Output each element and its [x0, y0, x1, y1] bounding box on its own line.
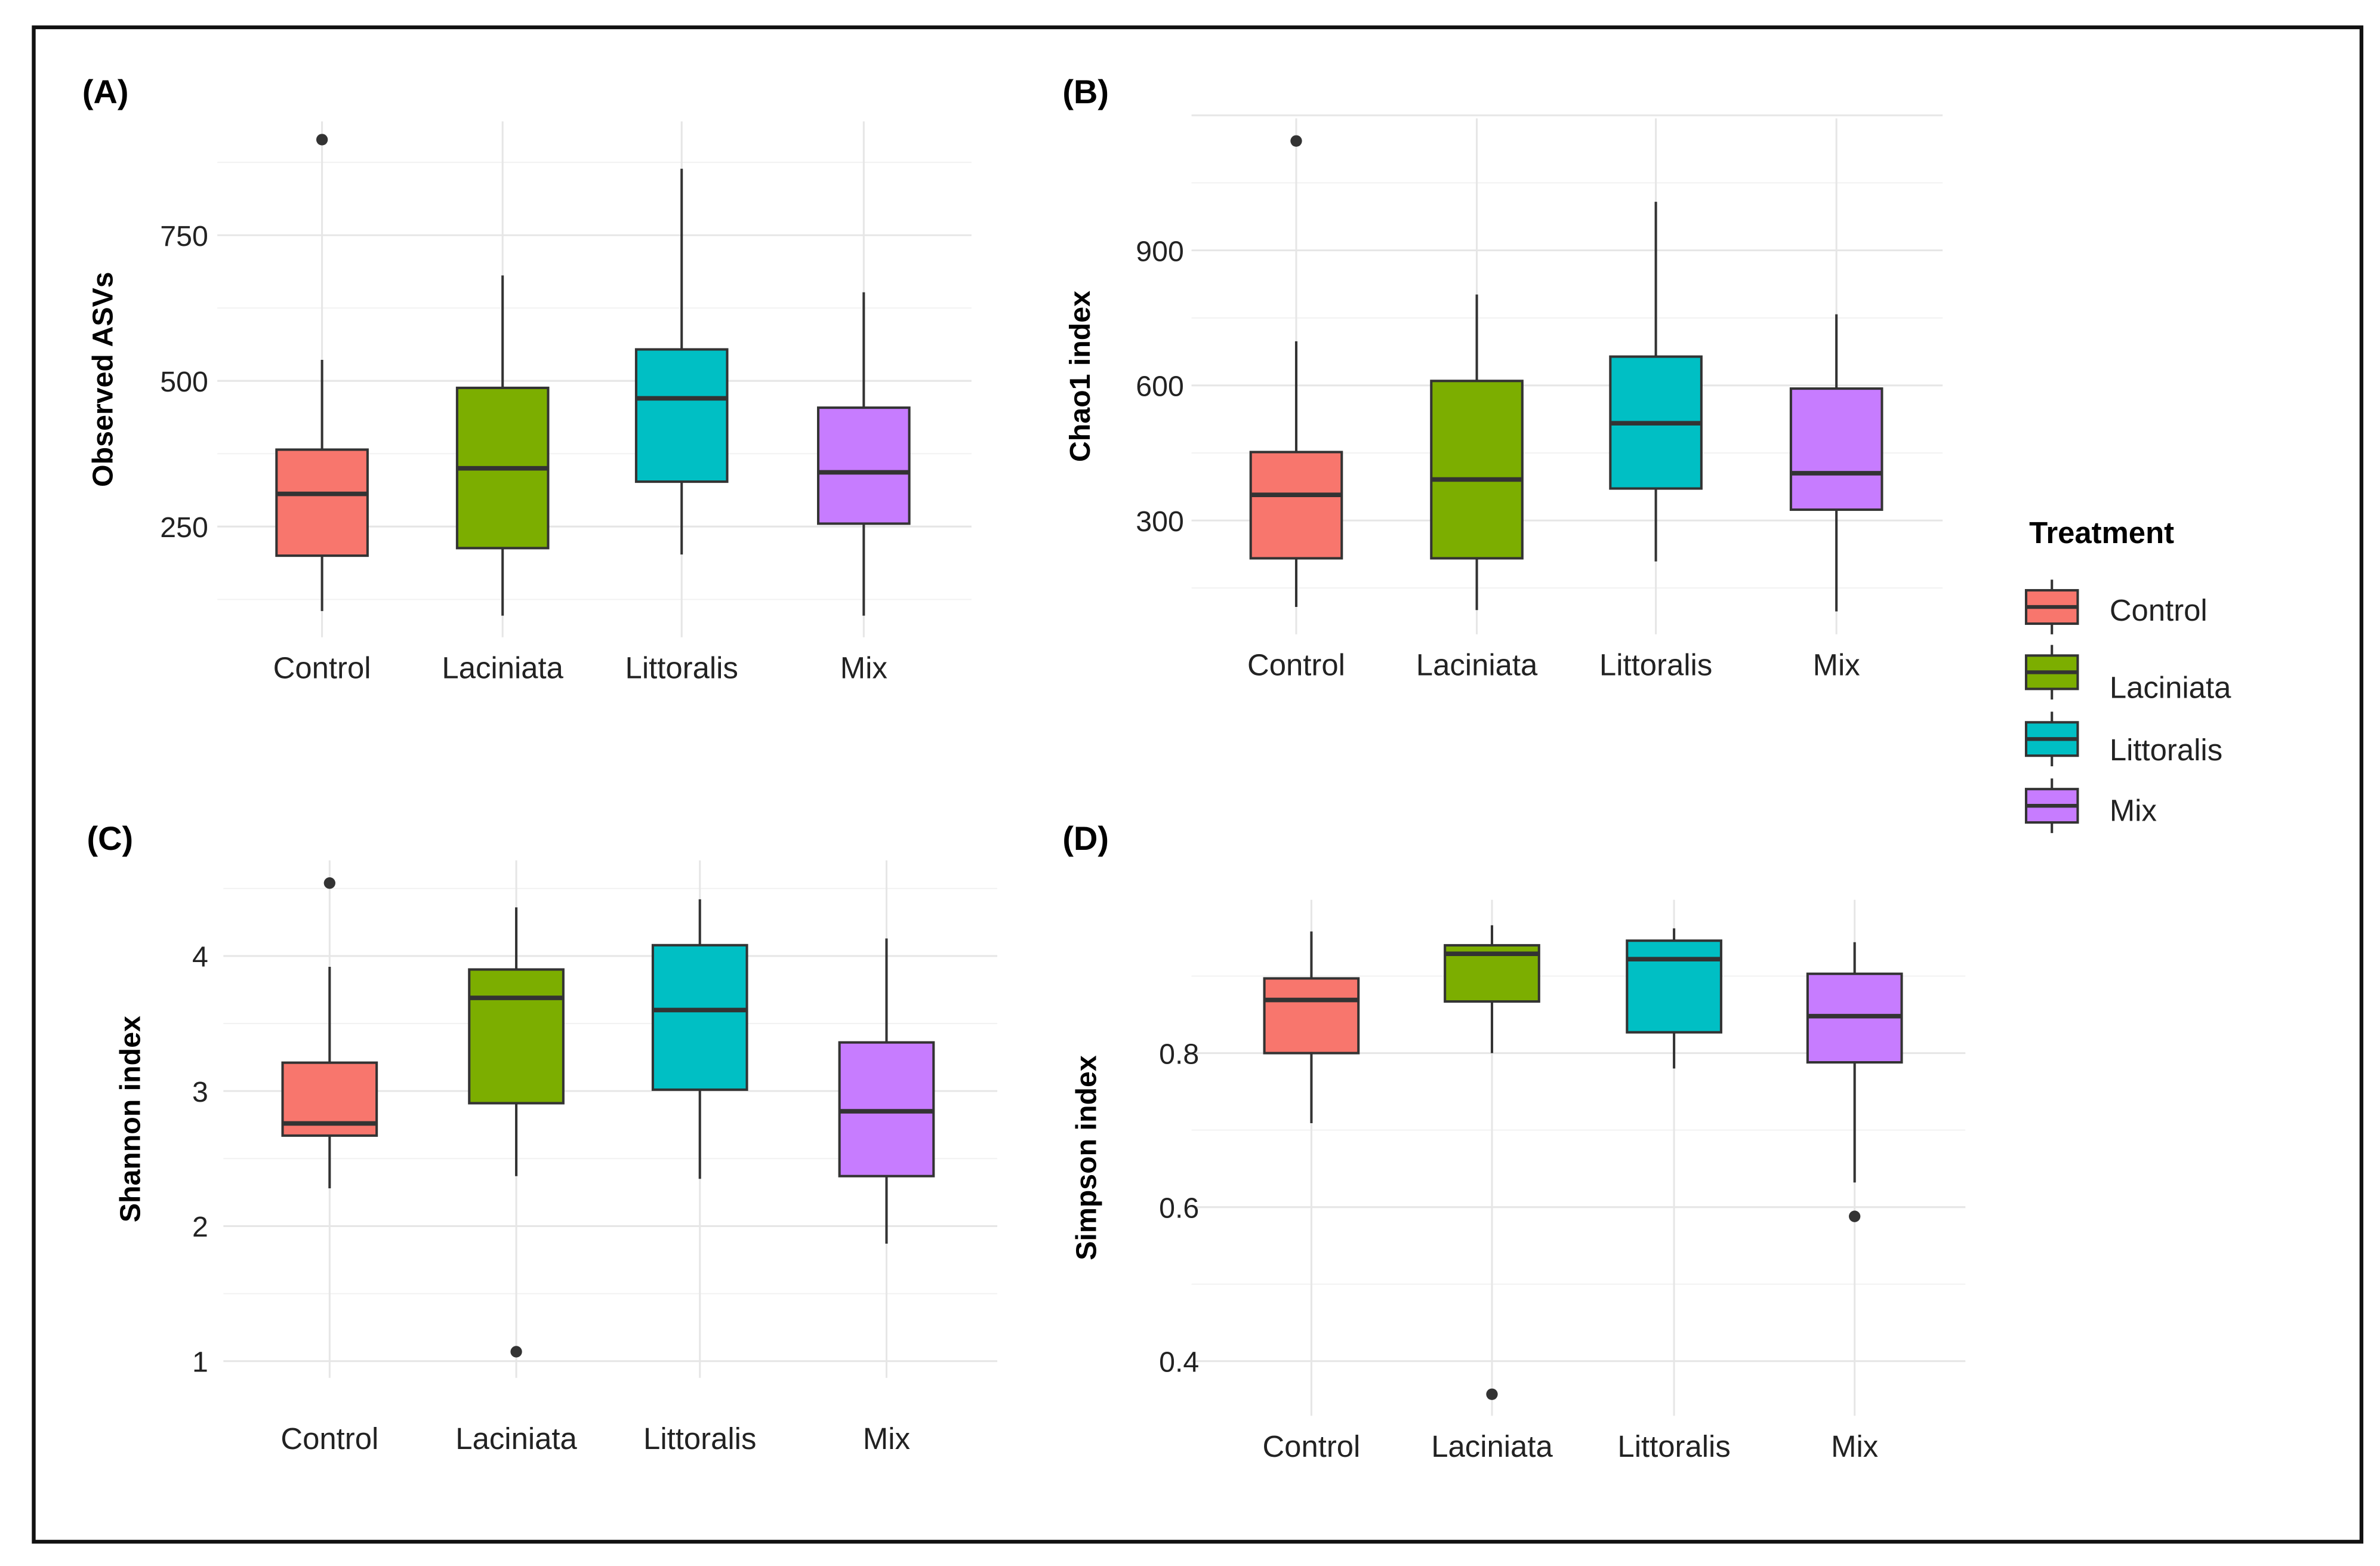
y-tick-label: 750	[160, 220, 208, 252]
outlier-point	[323, 877, 335, 889]
box-littoralis	[651, 899, 748, 1179]
box-mix	[1789, 314, 1883, 612]
x-tick-label: Mix	[1813, 648, 1860, 682]
legend-label: Control	[2110, 593, 2208, 627]
outlier-point	[510, 1346, 522, 1358]
y-tick-label: 0.4	[1159, 1346, 1199, 1379]
y-tick-label: 2	[192, 1211, 208, 1243]
y-tick-label: 900	[1136, 235, 1184, 267]
x-tick-label: Littoralis	[625, 651, 738, 685]
box-mix	[817, 292, 911, 616]
box-laciniata	[1444, 925, 1540, 1400]
box-mix	[838, 938, 935, 1244]
box-iqr	[634, 348, 729, 483]
x-tick-label: Mix	[840, 651, 887, 685]
panel-title: (B)	[1062, 73, 1109, 110]
y-axis-label: Shannon index	[114, 1016, 146, 1222]
x-tick-label: Control	[1247, 648, 1345, 682]
x-tick-label: Littoralis	[1617, 1429, 1730, 1463]
box-littoralis	[634, 168, 729, 555]
legend-item-control: Control	[2024, 579, 2208, 634]
x-tick-label: Control	[1262, 1429, 1360, 1463]
legend-label: Littoralis	[2110, 733, 2222, 767]
y-tick-label: 0.8	[1159, 1038, 1199, 1070]
x-tick-label: Laciniata	[455, 1422, 577, 1456]
panel-title: (A)	[82, 73, 129, 110]
box-control	[281, 877, 378, 1189]
legend: Treatment Control Laciniata Littoralis Mix	[2024, 516, 2231, 833]
box-iqr	[1263, 977, 1360, 1055]
box-laciniata	[455, 275, 550, 616]
legend-label: Laciniata	[2110, 671, 2231, 705]
panel-b: 300 600 900 Control Laciniata Littoralis Mix (B…	[1062, 73, 1943, 682]
panel-c: 1 2 3 4 Control Laciniata Littoralis Mix (C) Shan…	[87, 819, 998, 1456]
box-iqr	[1249, 451, 1343, 560]
x-tick-label: Mix	[1831, 1429, 1878, 1463]
x-tick-label: Laciniata	[442, 651, 563, 685]
panel-title: (D)	[1062, 819, 1109, 857]
box-laciniata	[468, 907, 565, 1358]
x-tick-label: Littoralis	[643, 1422, 756, 1456]
box-mix	[1806, 942, 1903, 1222]
y-tick-label: 300	[1136, 505, 1184, 538]
outlier-point	[1849, 1210, 1861, 1222]
box-iqr	[275, 448, 369, 557]
box-iqr	[651, 944, 748, 1091]
box-control	[275, 134, 369, 611]
y-axis-label: Simpson index	[1070, 1055, 1102, 1260]
y-tick-label: 500	[160, 366, 208, 398]
box-iqr	[1626, 939, 1722, 1034]
legend-label: Mix	[2110, 794, 2157, 828]
y-tick-label: 1	[192, 1346, 208, 1379]
x-tick-label: Mix	[863, 1422, 910, 1456]
outlier-point	[1290, 135, 1302, 147]
y-tick-label: 0.6	[1159, 1192, 1199, 1224]
y-tick-label: 3	[192, 1076, 208, 1108]
box-laciniata	[1430, 294, 1524, 611]
figure-frame	[32, 25, 2364, 1544]
x-tick-label: Littoralis	[1599, 648, 1712, 682]
outlier-point	[316, 134, 328, 146]
box-control	[1249, 135, 1343, 607]
legend-item-mix: Mix	[2024, 778, 2157, 833]
panel-title: (C)	[87, 819, 134, 857]
x-tick-label: Laciniata	[1416, 648, 1538, 682]
panel-d: 0.4 0.6 0.8 Control Laciniata Littoralis Mix (D…	[1062, 819, 1966, 1463]
legend-item-littoralis: Littoralis	[2024, 711, 2222, 767]
panel-a: 250 500 750 Control Laciniata Littoralis Mix (A…	[82, 73, 972, 685]
box-iqr	[1430, 380, 1524, 560]
y-tick-label: 600	[1136, 371, 1184, 403]
legend-item-laciniata: Laciniata	[2024, 645, 2231, 705]
box-iqr	[817, 406, 911, 525]
y-tick-label: 250	[160, 511, 208, 544]
box-iqr	[468, 968, 565, 1105]
box-control	[1263, 931, 1360, 1124]
outlier-point	[1486, 1388, 1498, 1400]
box-littoralis	[1626, 928, 1722, 1069]
x-tick-label: Control	[273, 651, 371, 685]
box-iqr	[1789, 387, 1883, 511]
x-tick-label: Laciniata	[1431, 1429, 1553, 1463]
legend-title: Treatment	[2029, 516, 2174, 550]
box-littoralis	[1609, 202, 1703, 562]
y-axis-label: Chao1 index	[1064, 291, 1096, 462]
y-axis-label: Observed ASVs	[87, 272, 119, 487]
y-tick-label: 4	[192, 941, 208, 973]
x-tick-label: Control	[280, 1422, 378, 1456]
